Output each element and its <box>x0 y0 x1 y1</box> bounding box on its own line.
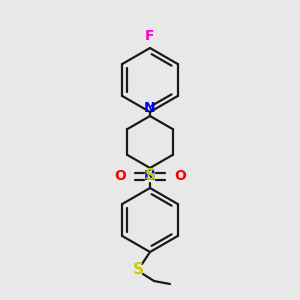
Text: O: O <box>114 169 126 183</box>
Text: S: S <box>145 169 155 184</box>
Text: N: N <box>144 169 156 183</box>
Text: N: N <box>144 101 156 115</box>
Text: O: O <box>174 169 186 183</box>
Text: F: F <box>145 29 155 43</box>
Text: S: S <box>133 262 143 278</box>
